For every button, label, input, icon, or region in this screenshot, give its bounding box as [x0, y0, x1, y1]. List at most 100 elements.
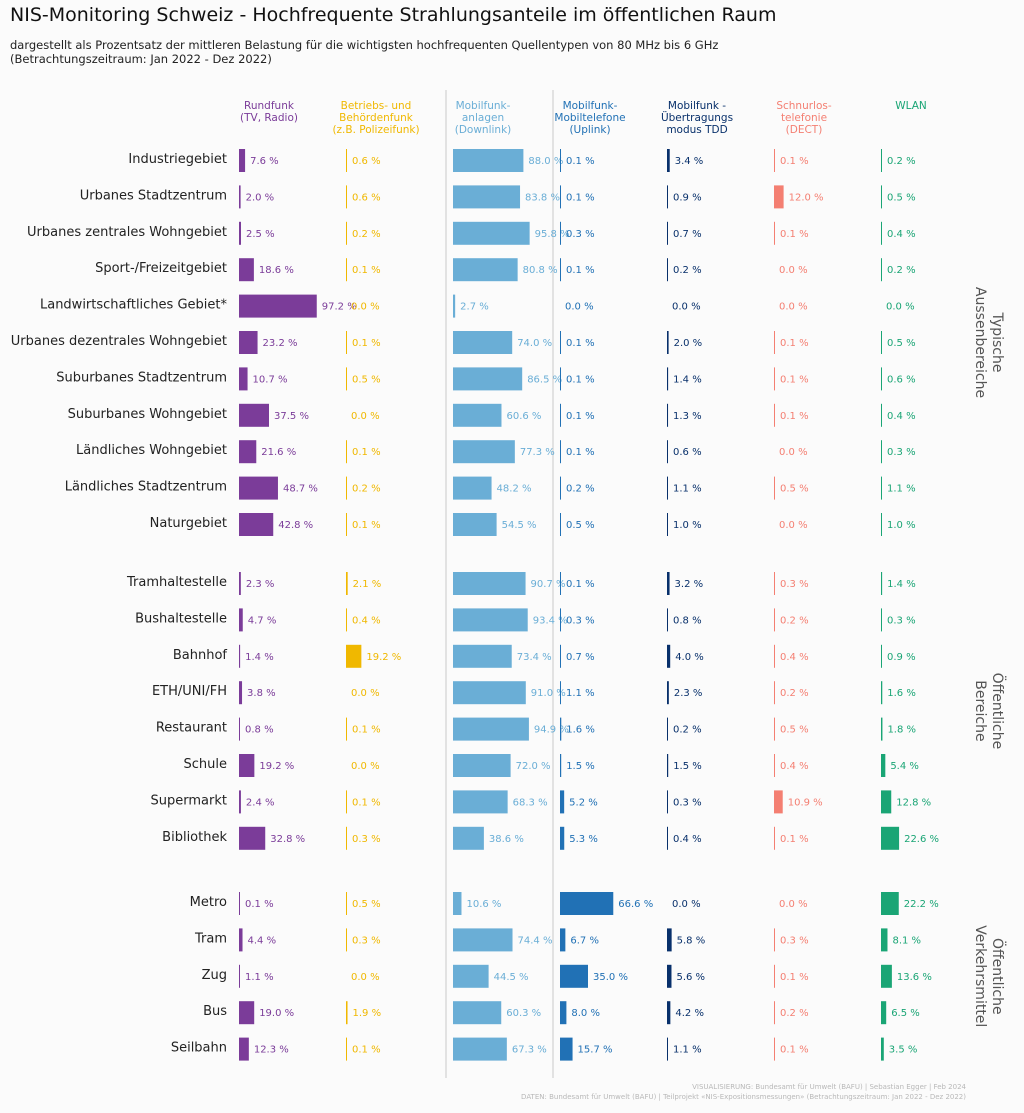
value-label-wlan: 5.4 % — [890, 761, 919, 772]
value-label-downlink: 83.8 % — [525, 192, 560, 203]
value-label-dect: 0.1 % — [780, 834, 809, 845]
chart-row: Suburbanes Wohngebiet 37.5 % 0.0 % 60.6 % 0.… — [68, 403, 916, 427]
bar-rundfunk — [239, 367, 248, 391]
bar-downlink — [453, 294, 456, 318]
bar-uplink — [560, 790, 565, 814]
value-label-uplink: 6.7 % — [570, 935, 599, 946]
value-label-downlink: 88.0 % — [528, 156, 563, 167]
value-label-rundfunk: 18.6 % — [259, 265, 294, 276]
bar-rundfunk — [239, 258, 254, 282]
value-label-uplink: 0.1 % — [566, 338, 595, 349]
chart-row: Landwirtschaftliches Gebiet* 97.2 %0.0 % 2… — [40, 294, 915, 318]
value-label-rundfunk: 10.7 % — [253, 374, 288, 385]
value-label-uplink: 35.0 % — [593, 972, 628, 983]
bar-wlan — [881, 367, 882, 391]
bar-tdd — [667, 717, 668, 741]
chart-row: Bibliothek 32.8 % 0.3 % 38.6 % 5.3 % 0.4 % 0.1… — [162, 826, 939, 850]
value-label-uplink: 0.1 % — [566, 374, 595, 385]
value-label-behoerdenfunk: 0.6 % — [352, 192, 381, 203]
row-label: Urbanes Stadtzentrum — [80, 188, 227, 203]
bar-behoerdenfunk — [346, 1001, 348, 1025]
value-label-tdd: 0.9 % — [673, 192, 702, 203]
value-label-wlan: 0.3 % — [887, 447, 916, 458]
bar-tdd — [667, 644, 671, 668]
bar-dect — [774, 403, 775, 427]
bar-rundfunk — [239, 681, 243, 705]
subtitle-line-1: dargestellt als Prozentsatz der mittlere… — [10, 38, 719, 52]
row-label: Suburbanes Stadtzentrum — [56, 370, 227, 385]
bar-behoerdenfunk — [346, 149, 347, 172]
value-label-behoerdenfunk: 0.0 % — [351, 972, 380, 983]
value-label-downlink: 2.7 % — [460, 302, 489, 313]
value-label-tdd: 1.0 % — [673, 520, 702, 531]
bar-wlan — [881, 1037, 884, 1061]
bar-tdd — [667, 367, 669, 391]
row-label: Tram — [194, 931, 227, 946]
value-label-downlink: 68.3 % — [513, 797, 548, 808]
bar-rundfunk — [239, 403, 269, 427]
bar-rundfunk — [239, 790, 241, 814]
value-label-tdd: 1.1 % — [673, 484, 702, 495]
value-label-behoerdenfunk: 0.1 % — [352, 725, 381, 736]
value-label-downlink: 94.9 % — [534, 725, 569, 736]
bar-wlan — [881, 717, 883, 741]
bar-behoerdenfunk — [346, 185, 347, 209]
row-label: Urbanes zentrales Wohngebiet — [27, 225, 227, 240]
value-label-rundfunk: 0.8 % — [245, 725, 274, 736]
value-label-wlan: 13.6 % — [897, 972, 932, 983]
value-label-dect: 0.4 % — [780, 652, 809, 663]
value-label-downlink: 60.3 % — [506, 1008, 541, 1019]
row-label: Suburbanes Wohngebiet — [68, 407, 227, 422]
column-header-behoerdenfunk: Betriebs- und Behördenfunk (z.B. Polizeifu… — [332, 100, 419, 136]
bar-rundfunk — [239, 476, 278, 500]
bar-behoerdenfunk — [346, 513, 347, 536]
chart-row: Urbanes zentrales Wohngebiet 2.5 % 0.2 % 95… — [27, 221, 916, 245]
value-label-downlink: 95.8 % — [535, 229, 570, 240]
bar-rundfunk — [239, 149, 246, 172]
bar-tdd — [667, 1037, 668, 1061]
bar-wlan — [881, 149, 882, 172]
value-label-uplink: 0.1 % — [566, 156, 595, 167]
value-label-behoerdenfunk: 1.9 % — [353, 1008, 382, 1019]
value-label-tdd: 0.3 % — [673, 797, 702, 808]
bar-rundfunk — [239, 331, 258, 354]
bar-rundfunk — [239, 1001, 255, 1025]
bar-tdd — [667, 440, 668, 464]
value-label-uplink: 0.1 % — [566, 265, 595, 276]
value-label-wlan: 6.5 % — [891, 1008, 920, 1019]
value-label-dect: 0.4 % — [780, 761, 809, 772]
value-label-wlan: 1.0 % — [887, 520, 916, 531]
bar-downlink — [453, 258, 518, 282]
value-label-behoerdenfunk: 19.2 % — [366, 652, 401, 663]
row-label: Landwirtschaftliches Gebiet* — [40, 298, 228, 313]
bar-downlink — [453, 221, 530, 245]
value-label-uplink: 15.7 % — [578, 1045, 613, 1056]
value-label-rundfunk: 0.1 % — [245, 899, 274, 910]
bar-tdd — [667, 513, 668, 536]
bar-downlink — [453, 513, 497, 536]
bar-dect — [774, 826, 775, 850]
value-label-rundfunk: 1.4 % — [245, 652, 274, 663]
value-label-rundfunk: 97.2 % — [322, 302, 357, 313]
bar-behoerdenfunk — [346, 928, 347, 952]
value-label-wlan: 0.4 % — [887, 229, 916, 240]
bar-downlink — [453, 185, 521, 209]
bar-behoerdenfunk — [346, 258, 347, 282]
bar-rundfunk — [239, 294, 317, 318]
bar-dect — [774, 964, 775, 988]
bar-tdd — [667, 149, 670, 172]
value-label-uplink: 0.7 % — [566, 652, 595, 663]
bar-dect — [774, 476, 775, 500]
value-label-rundfunk: 21.6 % — [261, 447, 296, 458]
value-label-uplink: 1.6 % — [566, 725, 595, 736]
value-label-wlan: 0.9 % — [887, 652, 916, 663]
value-label-wlan: 0.5 % — [887, 192, 916, 203]
value-label-dect: 0.0 % — [779, 899, 808, 910]
bar-dect — [774, 644, 775, 668]
bar-wlan — [881, 644, 882, 668]
bar-behoerdenfunk — [346, 1037, 347, 1061]
bar-downlink — [453, 331, 513, 354]
bar-tdd — [667, 964, 672, 988]
bar-uplink — [560, 964, 588, 988]
page-title: NIS-Monitoring Schweiz - Hochfrequente S… — [10, 4, 777, 26]
